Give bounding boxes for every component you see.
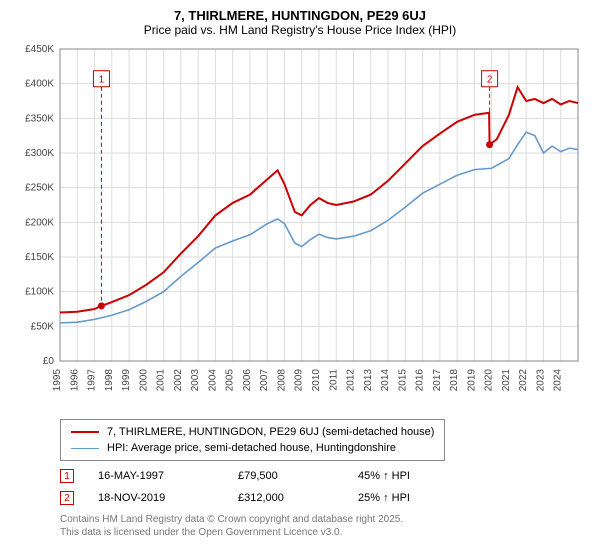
marker-id-box: 2 <box>60 491 74 505</box>
x-tick-label: 2004 <box>207 369 218 392</box>
x-tick-label: 2002 <box>173 369 184 392</box>
x-tick-label: 2012 <box>346 369 357 392</box>
x-tick-label: 2005 <box>225 369 236 392</box>
legend-label: HPI: Average price, semi-detached house,… <box>107 442 396 454</box>
x-tick-label: 2003 <box>190 369 201 392</box>
footnote-line: This data is licensed under the Open Gov… <box>60 526 588 539</box>
marker-price: £312,000 <box>238 492 358 504</box>
marker-label: 1 <box>99 75 105 86</box>
x-tick-label: 1999 <box>121 369 132 392</box>
y-tick-label: £50K <box>31 321 55 332</box>
marker-row: 1 16-MAY-1997£79,50045% ↑ HPI <box>60 465 588 487</box>
chart-svg: £0 £50K £100K £150K £200K £250K £300K £350K £400… <box>12 43 588 413</box>
x-tick-label: 2019 <box>466 369 477 392</box>
x-tick-label: 2021 <box>501 369 512 392</box>
x-tick-label: 2017 <box>432 369 443 392</box>
x-tick-label: 1996 <box>69 369 80 392</box>
marker-label: 2 <box>487 75 493 86</box>
y-tick-label: £400K <box>25 79 54 90</box>
legend-swatch <box>71 431 99 433</box>
x-tick-label: 2007 <box>259 369 270 392</box>
marker-delta: 25% ↑ HPI <box>358 492 478 504</box>
y-tick-label: £200K <box>25 217 54 228</box>
marker-id-box: 1 <box>60 469 74 483</box>
chart-title: 7, THIRLMERE, HUNTINGDON, PE29 6UJ <box>12 8 588 23</box>
x-tick-label: 1997 <box>87 369 98 392</box>
marker-table: 1 16-MAY-1997£79,50045% ↑ HPI 2 18-NOV-2019… <box>60 465 588 509</box>
chart-subtitle: Price paid vs. HM Land Registry's House … <box>12 23 588 37</box>
x-tick-label: 2016 <box>415 369 426 392</box>
x-tick-label: 2014 <box>380 369 391 392</box>
x-tick-label: 2018 <box>449 369 460 392</box>
marker-price: £79,500 <box>238 470 358 482</box>
x-tick-label: 2001 <box>156 369 167 392</box>
y-tick-label: £100K <box>25 287 54 298</box>
y-tick-label: £0 <box>43 356 55 367</box>
chart-plot: £0 £50K £100K £150K £200K £250K £300K £350K £400… <box>12 43 588 413</box>
x-tick-label: 2022 <box>518 369 529 392</box>
legend-row: HPI: Average price, semi-detached house,… <box>71 440 434 456</box>
legend-row: 7, THIRLMERE, HUNTINGDON, PE29 6UJ (semi… <box>71 424 434 440</box>
footnote-line: Contains HM Land Registry data © Crown c… <box>60 513 588 526</box>
x-tick-label: 2008 <box>276 369 287 392</box>
y-tick-label: £250K <box>25 183 54 194</box>
marker-delta: 45% ↑ HPI <box>358 470 478 482</box>
y-tick-label: £300K <box>25 148 54 159</box>
x-tick-label: 2020 <box>484 369 495 392</box>
marker-date: 18-NOV-2019 <box>98 492 238 504</box>
x-tick-label: 2015 <box>397 369 408 392</box>
x-tick-label: 2011 <box>328 369 339 391</box>
legend-label: 7, THIRLMERE, HUNTINGDON, PE29 6UJ (semi… <box>107 426 434 438</box>
x-tick-label: 2013 <box>363 369 374 392</box>
marker-date: 16-MAY-1997 <box>98 470 238 482</box>
legend: 7, THIRLMERE, HUNTINGDON, PE29 6UJ (semi… <box>60 419 445 461</box>
y-tick-label: £450K <box>25 44 54 55</box>
footnote: Contains HM Land Registry data © Crown c… <box>60 513 588 539</box>
y-tick-label: £350K <box>25 113 54 124</box>
x-tick-label: 1995 <box>52 369 63 392</box>
x-tick-label: 2000 <box>138 369 149 392</box>
y-tick-label: £150K <box>25 252 54 263</box>
x-tick-label: 2010 <box>311 369 322 392</box>
marker-row: 2 18-NOV-2019£312,00025% ↑ HPI <box>60 487 588 509</box>
legend-swatch <box>71 448 99 449</box>
x-tick-label: 2023 <box>535 369 546 392</box>
x-tick-label: 2024 <box>553 369 564 392</box>
chart-container: 7, THIRLMERE, HUNTINGDON, PE29 6UJ Price… <box>0 0 600 560</box>
x-tick-label: 2006 <box>242 369 253 392</box>
x-tick-label: 2009 <box>294 369 305 392</box>
x-tick-label: 1998 <box>104 369 115 392</box>
